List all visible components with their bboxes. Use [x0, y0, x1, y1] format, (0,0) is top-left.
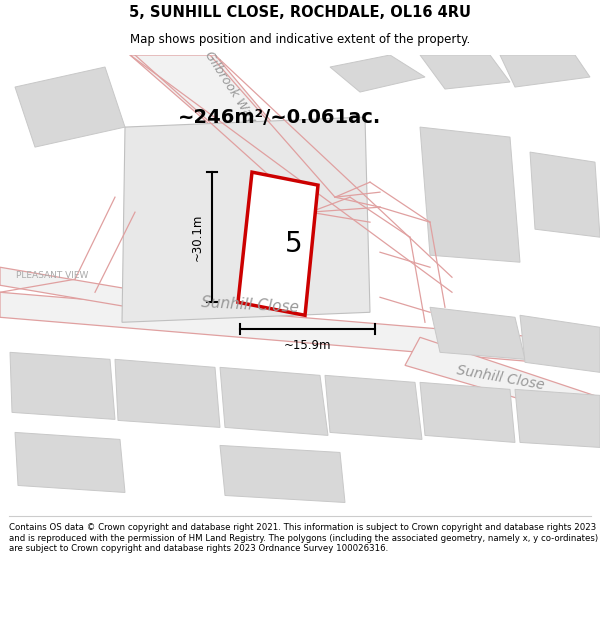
Polygon shape — [405, 338, 600, 422]
Polygon shape — [500, 55, 590, 87]
Polygon shape — [330, 55, 425, 92]
Polygon shape — [0, 268, 130, 308]
Text: Contains OS data © Crown copyright and database right 2021. This information is : Contains OS data © Crown copyright and d… — [9, 524, 598, 553]
Polygon shape — [0, 292, 600, 367]
Text: Map shows position and indicative extent of the property.: Map shows position and indicative extent… — [130, 33, 470, 46]
Polygon shape — [10, 352, 115, 419]
Text: 5: 5 — [284, 230, 302, 258]
Polygon shape — [520, 315, 600, 372]
Polygon shape — [238, 172, 318, 315]
Polygon shape — [420, 382, 515, 442]
Polygon shape — [420, 55, 510, 89]
Polygon shape — [430, 308, 525, 359]
Text: Sunhill Close: Sunhill Close — [201, 295, 299, 316]
Polygon shape — [15, 432, 125, 492]
Polygon shape — [130, 55, 335, 212]
Polygon shape — [122, 117, 370, 322]
Polygon shape — [220, 368, 328, 436]
Text: ~30.1m: ~30.1m — [191, 214, 203, 261]
Polygon shape — [515, 389, 600, 448]
Text: 5, SUNHILL CLOSE, ROCHDALE, OL16 4RU: 5, SUNHILL CLOSE, ROCHDALE, OL16 4RU — [129, 4, 471, 19]
Polygon shape — [220, 446, 345, 503]
Polygon shape — [420, 127, 520, 262]
Polygon shape — [530, 152, 600, 238]
Text: ~246m²/~0.061ac.: ~246m²/~0.061ac. — [178, 107, 382, 127]
Polygon shape — [15, 67, 125, 147]
Text: PLEASANT VIEW: PLEASANT VIEW — [16, 271, 88, 280]
Text: ~15.9m: ~15.9m — [284, 339, 331, 352]
Text: Gilbrook Way: Gilbrook Way — [202, 49, 258, 126]
Polygon shape — [325, 376, 422, 439]
Polygon shape — [115, 359, 220, 428]
Text: Sunhill Close: Sunhill Close — [455, 362, 545, 392]
